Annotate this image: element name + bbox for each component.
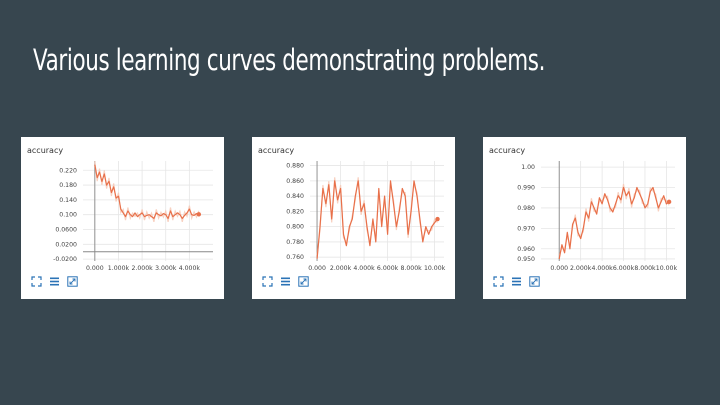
fit-domain-icon[interactable]: [529, 276, 540, 287]
y-tick-label: -0.0200: [53, 256, 77, 263]
y-tick-label: 0.860: [286, 178, 304, 185]
fit-domain-icon[interactable]: [67, 276, 78, 287]
x-tick-label: 4.000k: [353, 265, 375, 272]
x-tick-label: 0.000: [308, 265, 326, 272]
chart-title: accuracy: [258, 146, 295, 155]
chart-plot: 0.880 0.860 0.840 0.820 0.800 0.780 0.760 0.000…: [286, 161, 446, 272]
x-tick-label: 0.000: [86, 265, 104, 272]
last-point: [435, 216, 440, 222]
last-point: [196, 212, 202, 217]
chart-toolbar: [262, 276, 309, 287]
series-line: [558, 186, 670, 260]
y-tick-label: 0.140: [59, 197, 77, 204]
y-tick-label: 0.100: [59, 212, 77, 219]
chart-toolbar: [31, 276, 78, 287]
x-tick-label: 2.000k: [330, 265, 352, 272]
x-tick-label: 8.000k: [400, 265, 422, 272]
y-tick-label: 0.180: [59, 182, 77, 189]
chart-title: accuracy: [489, 146, 526, 155]
x-tick-label: 2.000k: [131, 265, 153, 272]
list-icon[interactable]: [280, 276, 291, 287]
series-line: [94, 164, 199, 220]
y-tick-label: 0.980: [517, 205, 535, 212]
y-tick-label: 0.760: [286, 254, 304, 261]
y-tick-label: 0.820: [286, 208, 304, 215]
x-tick-label: 2.000k: [570, 265, 592, 272]
chart-card: accuracy 0.220 0.180 0.140 0.100 0.0600 0.020…: [21, 137, 224, 299]
x-tick-label: 4.000k: [179, 265, 201, 272]
y-tick-label: 0.220: [59, 167, 77, 174]
chart-title: accuracy: [27, 146, 64, 155]
y-tick-label: 0.0200: [55, 241, 77, 248]
y-tick-label: 0.990: [517, 185, 535, 192]
chart-toolbar: [493, 276, 540, 287]
y-tick-label: 0.0600: [55, 227, 77, 234]
expand-icon[interactable]: [31, 276, 42, 287]
fit-domain-icon[interactable]: [298, 276, 309, 287]
x-tick-label: 3.000k: [155, 265, 177, 272]
y-tick-label: 0.800: [286, 224, 304, 231]
series-line: [316, 180, 438, 259]
y-tick-label: 0.780: [286, 239, 304, 246]
x-tick-label: 6.000k: [613, 265, 635, 272]
y-tick-label: 1.00: [521, 164, 535, 171]
last-point: [666, 199, 672, 205]
expand-icon[interactable]: [262, 276, 273, 287]
x-tick-label: 1.000k: [108, 265, 130, 272]
chart-plot: 0.220 0.180 0.140 0.100 0.0600 0.0200 -0.0200 0…: [53, 161, 213, 272]
expand-icon[interactable]: [493, 276, 504, 287]
x-tick-label: 0.000: [550, 265, 568, 272]
list-icon[interactable]: [511, 276, 522, 287]
chart-card: accuracy 0.880 0.860 0.840 0.820 0.800 0.780 0…: [252, 137, 455, 299]
x-tick-label: 4.000k: [591, 265, 613, 272]
y-tick-label: 0.970: [517, 225, 535, 232]
y-tick-label: 0.960: [517, 246, 535, 253]
x-tick-label: 10.00k: [656, 265, 678, 272]
y-tick-label: 0.950: [517, 256, 535, 263]
y-tick-label: 0.840: [286, 193, 304, 200]
y-tick-label: 0.880: [286, 163, 304, 170]
list-icon[interactable]: [49, 276, 60, 287]
x-tick-label: 6.000k: [377, 265, 399, 272]
x-tick-label: 10.00k: [424, 265, 446, 272]
chart-card: accuracy 1.00 0.990 0.980 0.970 0.960 0.950 0.…: [483, 137, 686, 299]
chart-plot: 1.00 0.990 0.980 0.970 0.960 0.950 0.000 2.000k…: [517, 161, 678, 272]
slide-title: Various learning curves demonstrating pr…: [33, 43, 546, 77]
x-tick-label: 8.000k: [634, 265, 656, 272]
